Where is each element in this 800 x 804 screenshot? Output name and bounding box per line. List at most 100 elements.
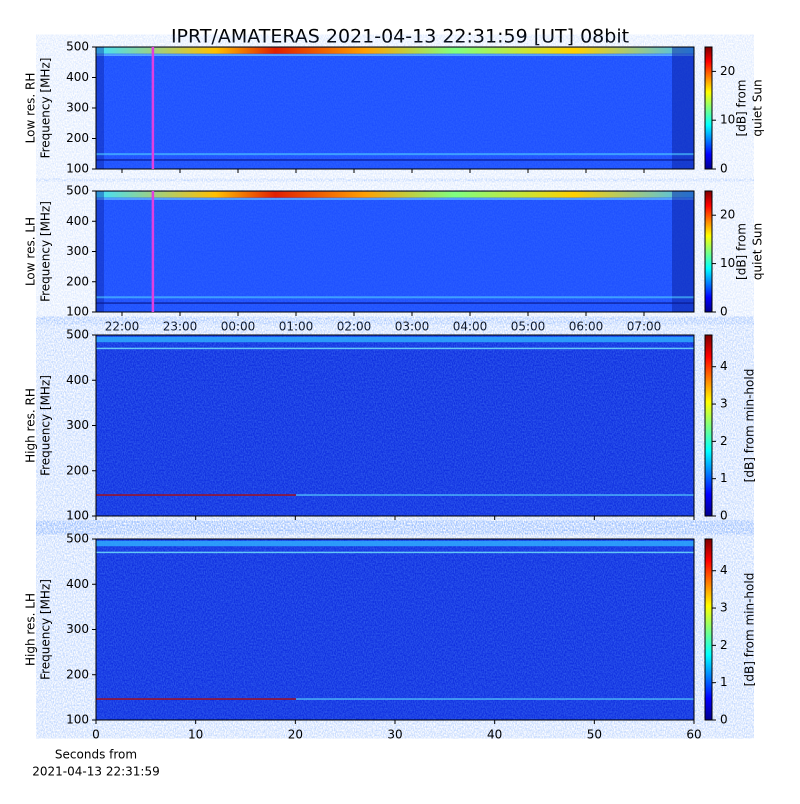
heatmap-line [296, 494, 694, 496]
colorbar-tick-label: 0 [720, 509, 728, 523]
y-axis-label: High res. RH [24, 388, 38, 463]
y-tick-label: 300 [66, 101, 89, 115]
y-axis-label: Frequency [MHz] [39, 579, 53, 680]
colorbar-tick-label: 4 [720, 563, 728, 577]
y-tick-label: 400 [66, 373, 89, 387]
x-tick-label: 05:00 [511, 320, 546, 334]
colorbar-tick-label: 2 [720, 638, 728, 652]
colorbar [704, 334, 713, 517]
y-tick-label: 300 [66, 418, 89, 432]
x-axis-label: Seconds from [55, 748, 137, 762]
y-tick-label: 200 [66, 667, 89, 681]
y-tick-label: 200 [66, 131, 89, 145]
colorbar-tick-label: 2 [720, 434, 728, 448]
x-tick-label: 23:00 [163, 320, 198, 334]
colorbar-label: [dB] from min-hold [743, 369, 757, 483]
heatmap-noise [96, 191, 694, 312]
heatmap-band [96, 191, 694, 198]
colorbar-label: quiet Sun [751, 223, 765, 280]
heatmap-edge [96, 191, 104, 312]
y-axis-label: Low res. LH [24, 217, 38, 286]
heatmap-line [96, 159, 694, 161]
y-tick-label: 100 [66, 713, 89, 727]
y-tick-label: 100 [66, 509, 89, 523]
x-tick-label: 50 [587, 728, 602, 742]
heatmap-line [296, 698, 694, 700]
colorbar-label: [dB] from [735, 223, 749, 280]
x-tick-label: 40 [487, 728, 502, 742]
y-axis-label: Frequency [MHz] [39, 375, 53, 476]
x-tick-label: 22:00 [105, 320, 140, 334]
heatmap-line [96, 296, 694, 299]
colorbar-tick-label: 20 [720, 64, 735, 78]
figure-title: IPRT/AMATERAS 2021-04-13 22:31:59 [UT] 0… [171, 26, 629, 48]
colorbar-label: [dB] from [735, 80, 749, 137]
heatmap-line [96, 494, 296, 496]
y-tick-label: 400 [66, 214, 89, 228]
x-tick-label: 03:00 [395, 320, 430, 334]
heatmap-line [96, 347, 694, 350]
colorbar-tick-label: 3 [720, 397, 728, 411]
y-tick-label: 400 [66, 70, 89, 84]
x-tick-label: 60 [686, 728, 701, 742]
x-tick-label: 01:00 [279, 320, 314, 334]
heatmap-edge [96, 47, 104, 169]
x-tick-label: 00:00 [221, 320, 256, 334]
y-tick-label: 100 [66, 162, 89, 176]
heatmap-edge [672, 191, 694, 312]
y-tick-label: 500 [66, 184, 89, 198]
x-tick-label: 04:00 [453, 320, 488, 334]
colorbar [704, 538, 713, 721]
y-tick-label: 500 [66, 532, 89, 546]
colorbar-tick-label: 10 [720, 256, 735, 270]
y-tick-label: 300 [66, 622, 89, 636]
colorbar-tick-label: 0 [720, 713, 728, 727]
y-tick-label: 200 [66, 274, 89, 288]
heatmap-noise [96, 47, 694, 169]
heatmap-band [96, 47, 694, 54]
x-tick-label: 02:00 [337, 320, 372, 334]
x-tick-label: 20 [288, 728, 303, 742]
colorbar [704, 46, 713, 170]
y-tick-label: 100 [66, 305, 89, 319]
x-tick-label: 10 [188, 728, 203, 742]
y-axis-label: Frequency [MHz] [39, 58, 53, 159]
colorbar [704, 190, 713, 313]
colorbar-tick-label: 10 [720, 113, 735, 127]
colorbar-tick-label: 0 [720, 162, 728, 176]
y-tick-label: 500 [66, 328, 89, 342]
y-tick-label: 300 [66, 244, 89, 258]
heatmap-band [96, 540, 694, 547]
x-tick-label: 30 [387, 728, 402, 742]
y-tick-label: 400 [66, 577, 89, 591]
x-tick-label: 07:00 [627, 320, 662, 334]
y-axis-label: Frequency [MHz] [39, 201, 53, 302]
heatmap-noise [96, 335, 694, 516]
colorbar-tick-label: 20 [720, 208, 735, 222]
y-axis-label: High res. LH [24, 593, 38, 666]
colorbar-tick-label: 0 [720, 305, 728, 319]
heatmap-line [96, 551, 694, 554]
x-axis-label: 2021-04-13 22:31:59 [32, 765, 159, 779]
heatmap-band [96, 54, 694, 56]
y-tick-label: 200 [66, 463, 89, 477]
heatmap-line [96, 698, 296, 700]
heatmap-band [96, 336, 694, 343]
heatmap-noise [96, 539, 694, 720]
heatmap-edge [672, 47, 694, 169]
heatmap-line [96, 153, 694, 156]
colorbar-tick-label: 3 [720, 601, 728, 615]
colorbar-tick-label: 1 [720, 675, 728, 689]
x-tick-label: 06:00 [569, 320, 604, 334]
y-axis-label: Low res. RH [24, 73, 38, 144]
heatmap-band [96, 198, 694, 200]
heatmap-line [96, 302, 694, 304]
colorbar-tick-label: 1 [720, 471, 728, 485]
y-tick-label: 500 [66, 40, 89, 54]
colorbar-label: [dB] from min-hold [743, 573, 757, 687]
colorbar-tick-label: 4 [720, 359, 728, 373]
x-tick-label: 0 [92, 728, 100, 742]
colorbar-label: quiet Sun [751, 79, 765, 136]
